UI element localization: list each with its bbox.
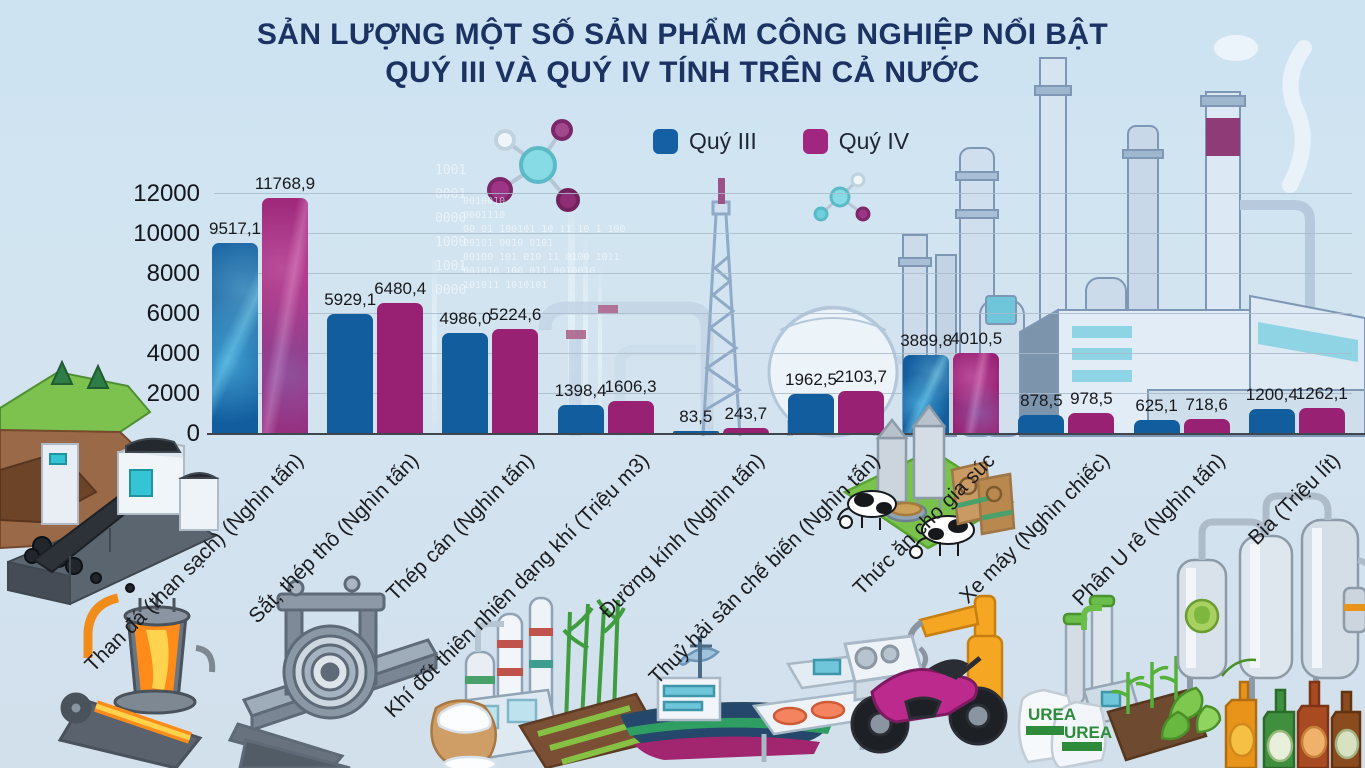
bar-quy-iii-5 [788,393,834,433]
title-line-2: QUÝ III VÀ QUÝ IV TÍNH TRÊN CẢ NƯỚC [385,56,980,89]
gridline [214,273,1352,274]
value-label-quy-iii-9: 1200,4 [1245,384,1298,404]
bar-quy-iii-0 [212,242,258,433]
furnace-icon [57,593,216,768]
y-axis-tick-label: 2000 [146,380,200,407]
value-label-quy-iii-7: 878,5 [1020,391,1063,411]
bar-quy-iv-9 [1298,407,1345,433]
value-label-quy-iii-1: 5929,1 [324,290,377,310]
bar-quy-iv-6 [953,352,1000,433]
fishing-boat-icon [620,636,889,762]
bar-quy-iii-1 [327,314,374,433]
x-axis-line [207,433,1365,435]
legend-label-quy-iv: Quý IV [838,128,910,154]
derrick-icon [701,178,742,437]
bar-quy-iv-5 [838,390,884,433]
urea-bag-label: UREA [1064,723,1112,742]
gridline [214,233,1352,234]
value-label-quy-iii-5: 1962,5 [785,369,837,389]
y-axis-tick-label: 0 [186,420,200,447]
motorcycle-icon [843,594,1008,754]
gridline [214,353,1352,354]
beer-tanks-icon [1160,492,1365,768]
hops-icon [1160,658,1257,741]
factory-icon [898,35,1365,437]
legend-item-quy-iii: Quý III [653,128,757,155]
legend-swatch-quy-iv [802,129,828,154]
bar-quy-iv-0 [262,197,308,433]
bar-quy-iii-3 [557,405,604,433]
y-axis-tick-label: 4000 [146,340,200,367]
gridline [214,393,1352,394]
bar-quy-iv-8 [1183,418,1230,433]
sugar-plant-icon [430,596,664,768]
gridline [214,193,1352,194]
value-label-quy-iii-4: 83,5 [679,407,713,426]
bar-quy-iv-4 [722,428,769,433]
value-label-quy-iii-6: 3889,8 [900,331,953,351]
y-axis-tick-label: 10000 [133,220,200,247]
legend-swatch-quy-iii [653,129,678,154]
value-label-quy-iv-7: 978,5 [1070,389,1113,409]
value-label-quy-iii-0: 9517,1 [209,218,261,238]
title-line-1: SẢN LƯỢNG MỘT SỐ SẢN PHẨM CÔNG NGHIỆP NỔ… [256,18,1109,51]
molecule-icon [487,119,580,212]
cattle-feed-icon [837,403,1016,559]
urea-bags-icon: UREA UREA [1017,594,1208,768]
value-label-quy-iii-8: 625,1 [1135,396,1178,416]
bar-quy-iii-9 [1248,408,1295,433]
page-title: SẢN LƯỢNG MỘT SỐ SẢN PHẨM CÔNG NGHIỆP NỔ… [0,16,1365,92]
value-label-quy-iv-4: 243,7 [724,404,768,424]
value-label-quy-iv-8: 718,6 [1185,394,1228,414]
value-label-quy-iv-9: 1262,1 [1295,383,1348,403]
value-label-quy-iv-1: 6480,4 [374,279,427,299]
beer-bottles-icon [1224,680,1362,768]
bar-quy-iii-8 [1133,420,1180,433]
legend-item-quy-iv: Quý IV [802,128,910,155]
bar-quy-iii-4 [672,431,719,433]
bar-quy-iii-7 [1018,415,1065,433]
value-label-quy-iv-2: 5224,6 [489,304,542,324]
urea-bag-label: UREA [1028,705,1076,724]
value-label-quy-iii-2: 4986,0 [439,309,492,329]
bar-quy-iv-1 [377,303,424,433]
value-label-quy-iv-6: 4010,5 [950,328,1003,348]
bar-quy-iv-7 [1068,413,1115,433]
legend-label-quy-iii: Quý III [689,128,757,154]
value-label-quy-iv-0: 11768,9 [254,173,316,193]
value-label-quy-iii-3: 1398,4 [554,381,607,401]
molecule-icon-small [813,172,871,222]
y-axis-tick-label: 6000 [146,300,200,327]
coal-mine-icon [0,359,220,606]
y-axis-tick-label: 12000 [133,180,200,207]
value-label-quy-iv-5: 2103,7 [835,366,887,386]
value-label-quy-iv-3: 1606,3 [604,376,657,396]
bar-quy-iv-3 [607,400,654,433]
y-axis-tick-label: 8000 [146,260,200,287]
gridline [214,313,1352,314]
bar-quy-iv-2 [492,328,539,433]
chart-legend: Quý III Quý IV [653,128,909,155]
bar-quy-iii-2 [442,333,489,433]
steel-coil-icon [227,575,439,768]
